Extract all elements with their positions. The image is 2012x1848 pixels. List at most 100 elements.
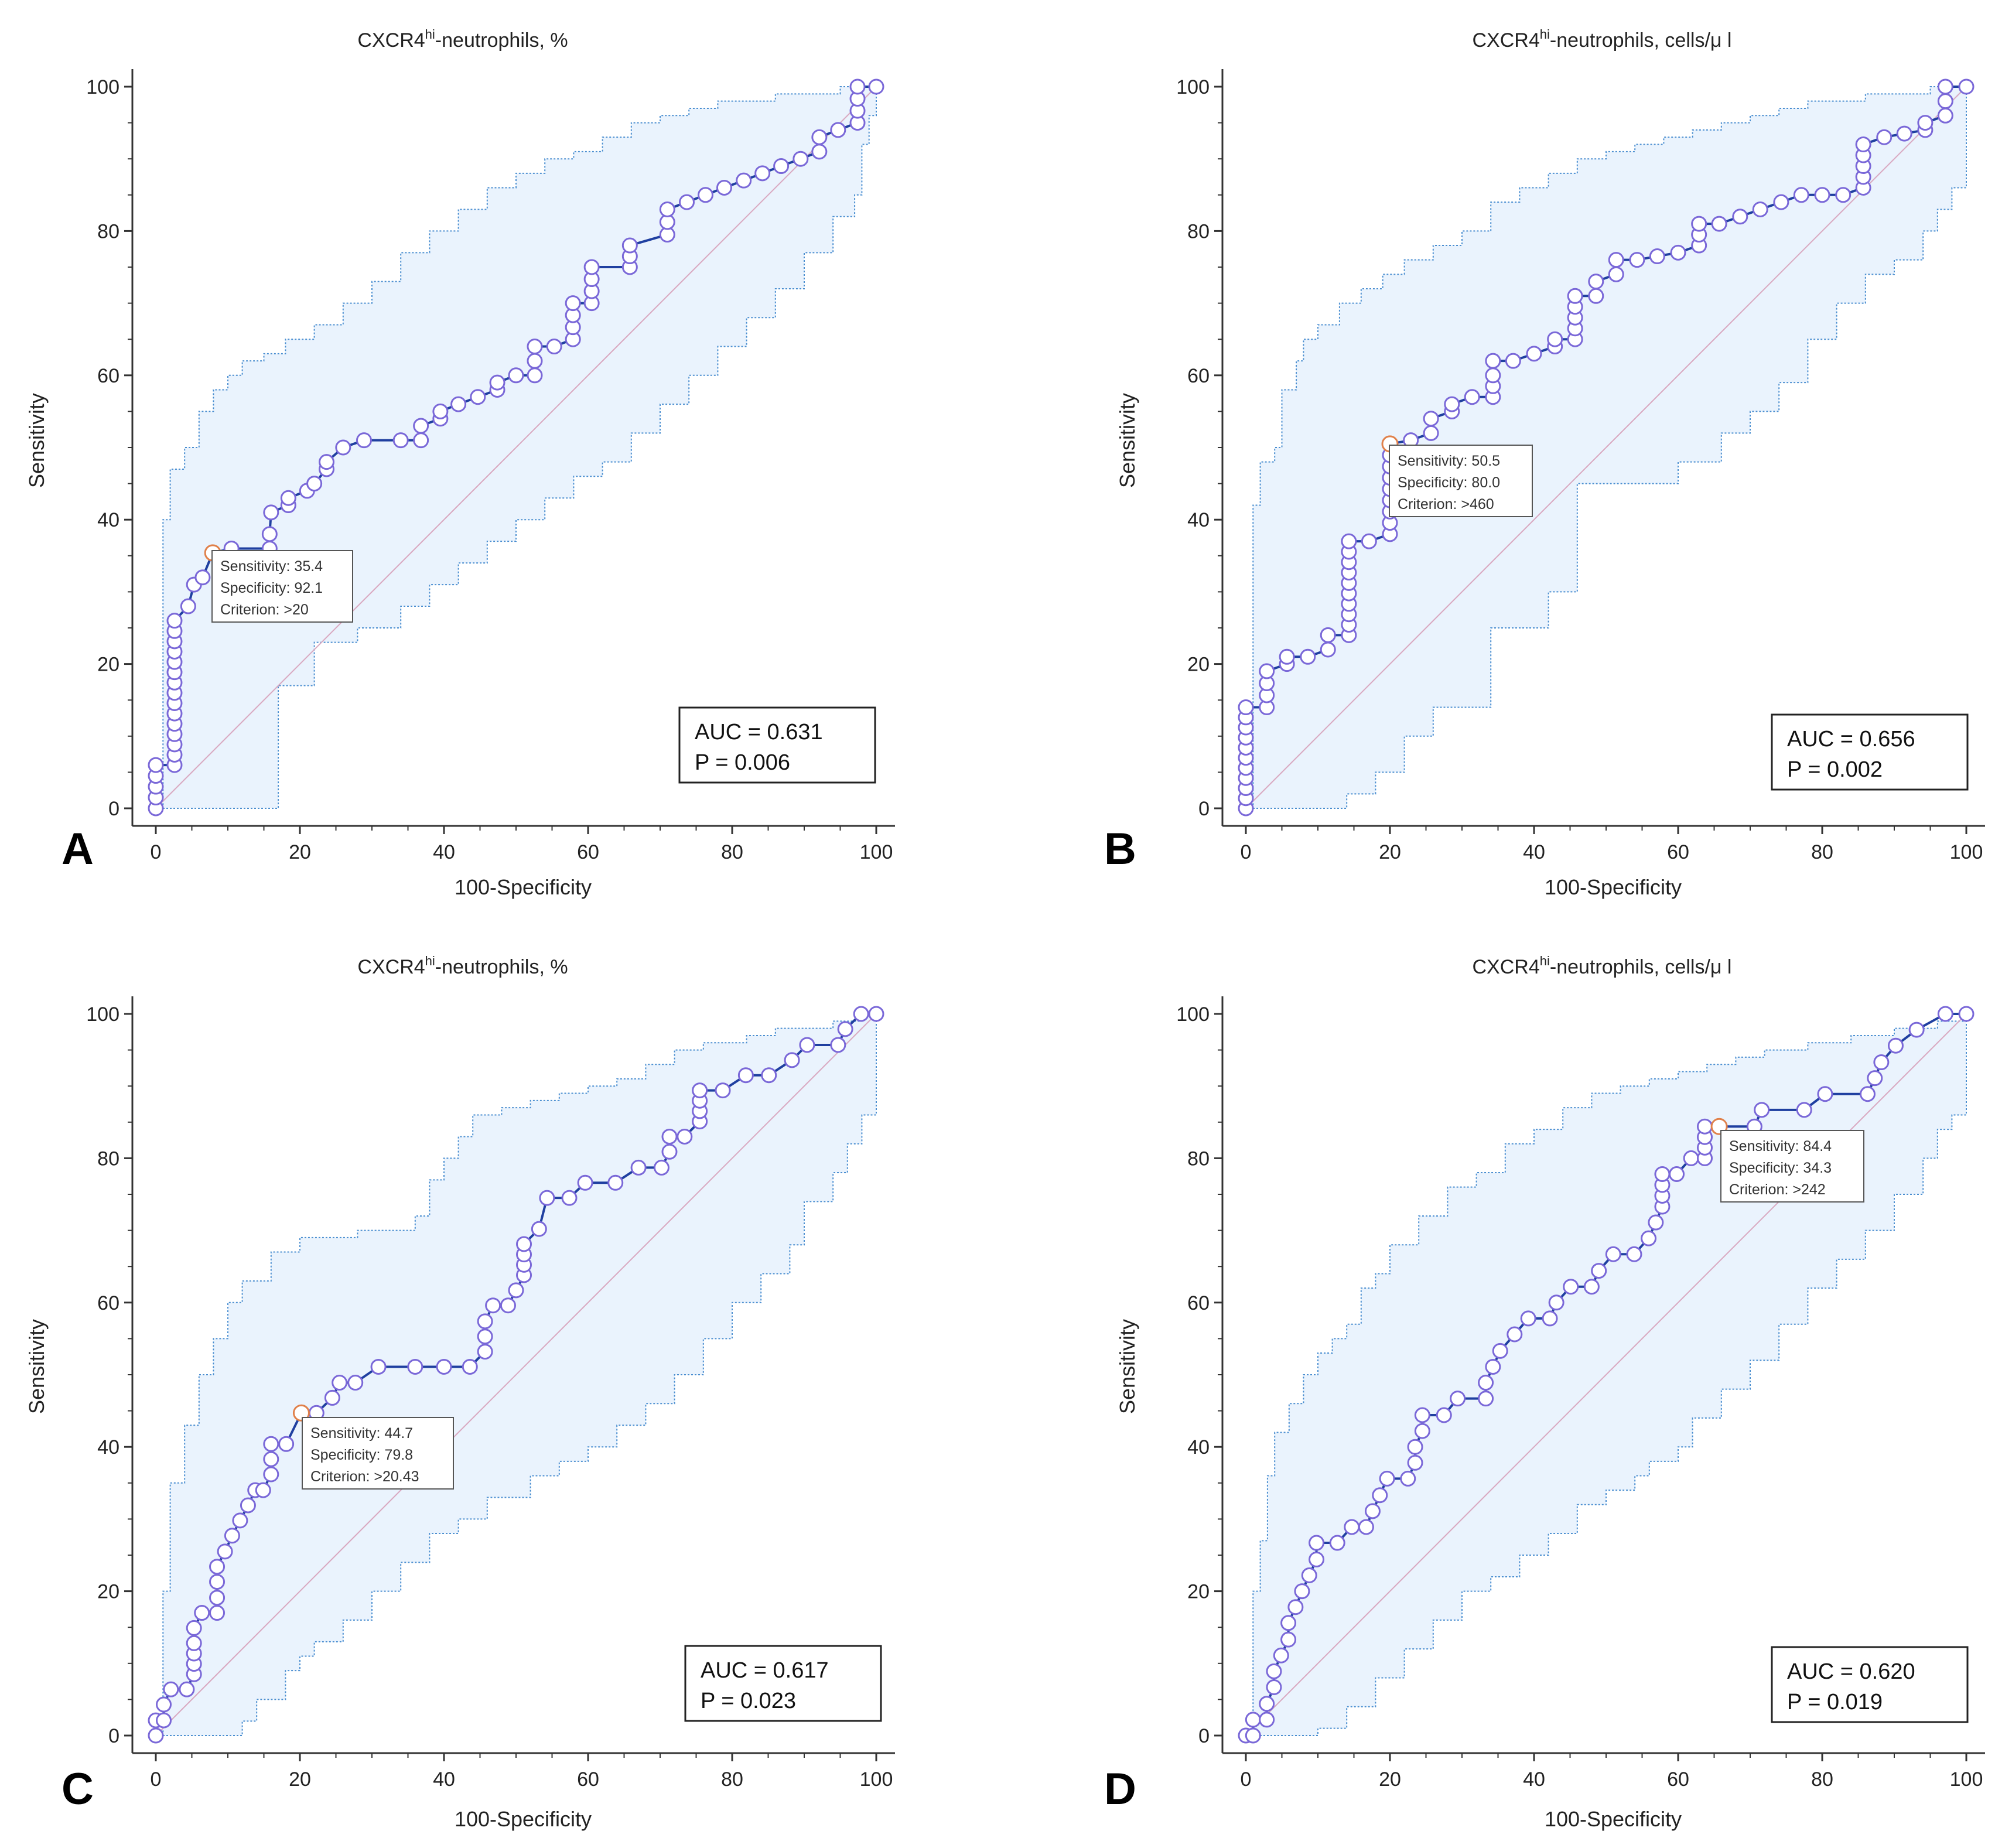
panel-b-ytick-label-80: 80 [1187,220,1210,242]
panel-d-xtick-label-40: 40 [1523,1768,1545,1791]
panel-c-roc-point [477,1328,493,1345]
panel-d-roc-point [1583,1279,1600,1295]
panel-a-roc-point [432,403,449,419]
panel-d-roc-point [1407,1439,1423,1455]
panel-d-roc-point [1364,1503,1381,1519]
panel-d-roc-point [1294,1583,1310,1600]
panel-a-xtick-label-0: 0 [151,841,162,863]
panel-c-roc-point [407,1358,423,1375]
panel-a-p-value: P = 0.006 [695,750,790,775]
panel-b-roc-point [1423,411,1439,427]
panel-c-roc-point [737,1067,754,1084]
panel-d-roc-point [1280,1631,1297,1648]
panel-d-tooltip-criterion: Criterion: >242 [1729,1181,1826,1198]
panel-d-ytick-label-100: 100 [1176,1003,1210,1026]
panel-b-roc-point [1341,533,1357,549]
panel-d-roc-point [1414,1407,1430,1423]
panel-c-xtick-label-0: 0 [151,1768,162,1791]
panel-b-xtick-label-100: 100 [1950,841,1983,863]
panel-d-title: CXCR4hi-neutrophils, cells/μ l [1473,954,1732,978]
panel-b: CXCR4hi-neutrophils, cells/μ l Sensitivi… [1104,27,1985,899]
panel-d-roc-point [1492,1343,1508,1359]
panel-c-roc-point [799,1037,815,1053]
panel-a-title-rest: -neutrophils, % [435,29,568,52]
panel-c-xlabel: 100-Specificity [455,1807,592,1831]
panel-b-ytick-label-20: 20 [1187,654,1210,676]
panel-c-roc-point [477,1344,493,1360]
panel-b-roc-point [1835,187,1852,203]
panel-d-roc-point [1309,1551,1325,1567]
panel-d-roc-point [1908,1022,1925,1038]
panel-a-roc-point [508,367,524,384]
panel-b-roc-point [1444,396,1460,412]
panel-b-roc-point [1670,244,1686,261]
panel-b-roc-point [1588,288,1604,304]
panel-b-roc-point [1958,78,1975,95]
panel-d-p-value: P = 0.019 [1787,1690,1883,1714]
panel-c-roc-point [485,1297,501,1314]
panel-a-stats-frame [678,706,876,784]
panel-d-tooltip-specificity: Specificity: 34.3 [1729,1160,1832,1176]
panel-c-roc-point [516,1236,532,1252]
panel-d-roc-point [1358,1519,1374,1535]
panel-b-roc-point [1588,274,1604,290]
panel-d-xtick-label-100: 100 [1950,1768,1983,1791]
panel-c-ytick-label-80: 80 [97,1147,119,1170]
panel-a-roc-point [659,201,675,217]
panel-c-tooltip-criterion: Criterion: >20.43 [310,1468,419,1485]
panel-a-ytick-label-0: 0 [108,798,119,820]
panel-d-roc-point [1280,1615,1297,1631]
panel-a-stats-box: AUC = 0.631 P = 0.006 [678,706,876,784]
panel-a-roc-point [335,439,351,456]
panel-d-roc-point [1548,1294,1564,1311]
panel-a-tooltip-specificity: Specificity: 92.1 [220,580,323,596]
panel-b-tooltip-sensitivity: Sensitivity: 50.5 [1398,453,1500,469]
panel-a-ytick-label-40: 40 [97,509,119,531]
panel-c-roc-point [577,1174,593,1191]
panel-c-title-main: CXCR4 [357,956,425,978]
panel-d-xlabel: 100-Specificity [1545,1807,1682,1831]
panel-b-tooltip-criterion: Criterion: >460 [1398,496,1494,513]
panel-d-roc-point [1259,1696,1275,1712]
panel-a-roc-point [811,129,828,145]
panel-a-ytick-label-60: 60 [97,365,119,387]
panel-c-roc-point [263,1436,279,1452]
panel-a-title-main: CXCR4 [357,29,425,52]
panel-c-tooltip: Sensitivity: 44.7 Specificity: 79.8 Crit… [302,1417,454,1490]
panel-d-title-main: CXCR4 [1473,956,1540,978]
panel-c-tooltip-specificity: Specificity: 79.8 [310,1447,413,1463]
panel-c-roc-point [232,1512,248,1529]
panel-a-roc-point [470,389,486,405]
panel-a-ci-upper [156,86,876,809]
panel-b-stats-frame [1771,713,1969,791]
panel-c-roc-point [653,1159,669,1176]
panel-c-roc-point [462,1358,478,1375]
panel-d-roc-point [1626,1246,1642,1262]
panel-d-ytick-label-40: 40 [1187,1436,1210,1458]
panel-b-roc-point [1361,533,1377,549]
panel-c-roc-point [156,1696,172,1713]
panel-a-xtick-label-20: 20 [289,841,311,863]
panel-c-roc-point [477,1313,493,1330]
panel-d-xtick-label-20: 20 [1379,1768,1401,1791]
panel-b-title-rest: -neutrophils, cells/μ l [1550,29,1732,52]
panel-a-roc-point [319,454,335,470]
panel-a-roc-point [736,172,752,189]
panel-d: CXCR4hi-neutrophils, cells/μ l Sensitivi… [1104,954,1985,1831]
panel-b-roc-point [1896,125,1912,142]
panel-b-letter: B [1104,824,1136,874]
panel-b-roc-point [1649,248,1665,265]
panel-c-roc-point [186,1620,202,1636]
panel-b-ytick-label-100: 100 [1176,76,1210,98]
panel-a-roc-point [621,237,638,254]
panel-a-roc-point [792,151,809,167]
panel-a-xlabel: 100-Specificity [455,875,592,899]
panel-c-roc-point [332,1375,348,1391]
panel-d-roc-point [1309,1535,1325,1551]
panel-a: CXCR4hi-neutrophils, % Sensitivity 100-S… [25,27,895,899]
panel-c-roc-point [661,1128,678,1145]
panel-c-roc-point [607,1174,624,1191]
panel-a-roc-point [413,432,429,449]
panel-d-roc-point [1641,1230,1657,1246]
panel-c-ytick-label-60: 60 [97,1292,119,1314]
